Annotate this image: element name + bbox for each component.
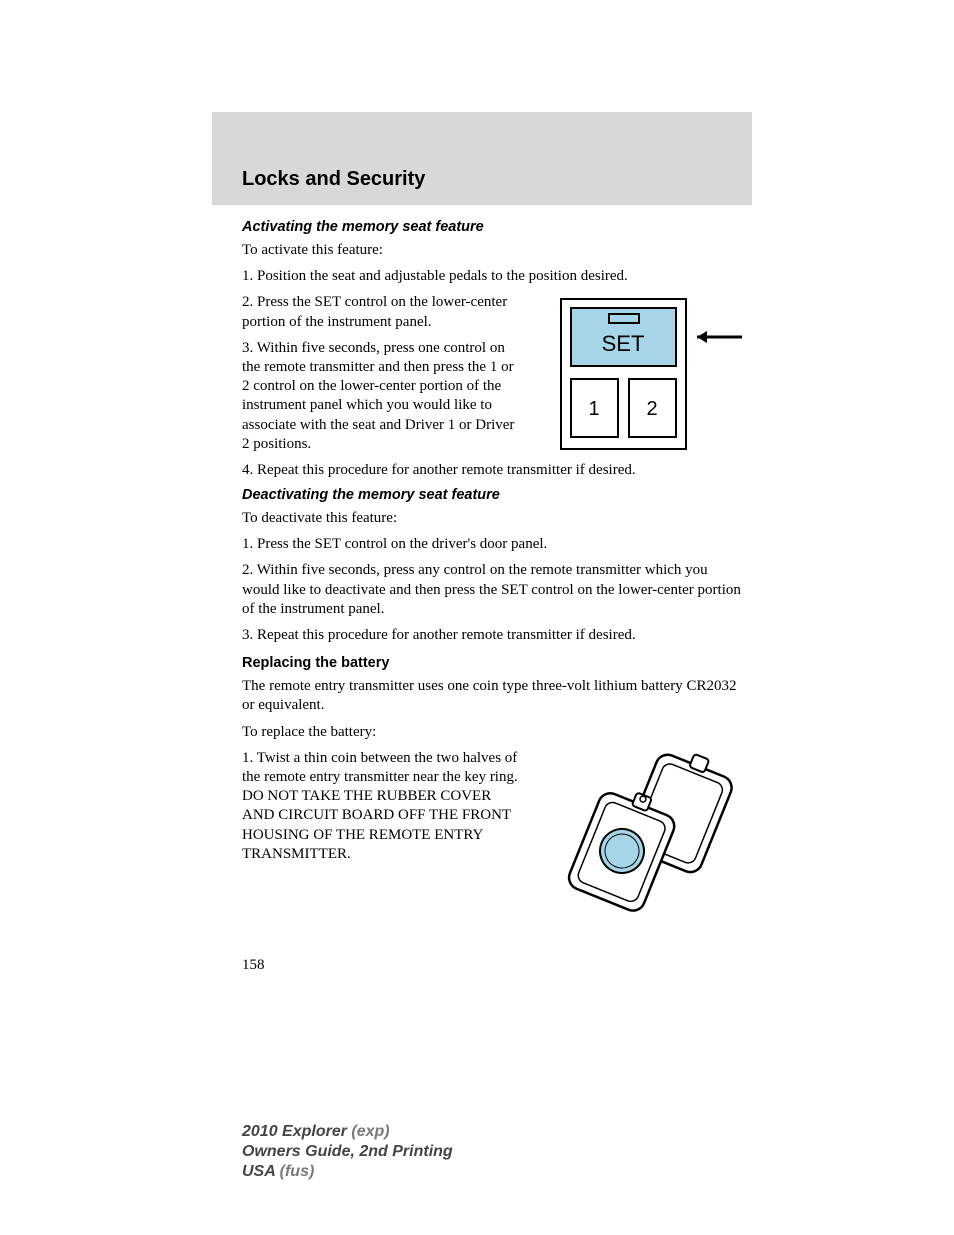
footer-line1-light: (exp): [351, 1123, 389, 1140]
activating-step-1: 1. Position the seat and adjustable peda…: [242, 267, 742, 286]
transmitter-figure: [552, 751, 742, 921]
set-panel-figure: SET 1 2: [547, 295, 742, 460]
footer: 2010 Explorer (exp) Owners Guide, 2nd Pr…: [242, 1122, 453, 1182]
footer-line3-dark: USA: [242, 1163, 280, 1180]
battery-p2: To replace the battery:: [242, 723, 742, 742]
footer-line1-dark: 2010 Explorer: [242, 1123, 351, 1140]
button-2-label: 2: [646, 398, 657, 420]
activating-heading: Activating the memory seat feature: [242, 219, 742, 235]
activating-step-2: 2. Press the SET control on the lower-ce…: [242, 293, 522, 331]
footer-line2: Owners Guide, 2nd Printing: [242, 1142, 453, 1162]
page-number: 158: [242, 957, 742, 974]
section-title: Locks and Security: [242, 168, 752, 191]
battery-p1: The remote entry transmitter uses one co…: [242, 677, 742, 715]
deactivating-heading: Deactivating the memory seat feature: [242, 487, 742, 503]
battery-p3: 1. Twist a thin coin between the two hal…: [242, 749, 522, 864]
deactivating-step-3: 3. Repeat this procedure for another rem…: [242, 626, 742, 645]
deactivating-step-2: 2. Within five seconds, press any contro…: [242, 561, 742, 619]
activating-intro: To activate this feature:: [242, 241, 742, 260]
deactivating-intro: To deactivate this feature:: [242, 509, 742, 528]
activating-step-3: 3. Within five seconds, press one contro…: [242, 339, 522, 454]
section-header: Locks and Security: [212, 112, 752, 205]
footer-line3-light: (fus): [280, 1163, 315, 1180]
set-label: SET: [602, 331, 645, 356]
button-1-label: 1: [588, 398, 599, 420]
battery-heading: Replacing the battery: [242, 655, 742, 671]
deactivating-step-1: 1. Press the SET control on the driver's…: [242, 535, 742, 554]
activating-step-4: 4. Repeat this procedure for another rem…: [242, 461, 742, 480]
